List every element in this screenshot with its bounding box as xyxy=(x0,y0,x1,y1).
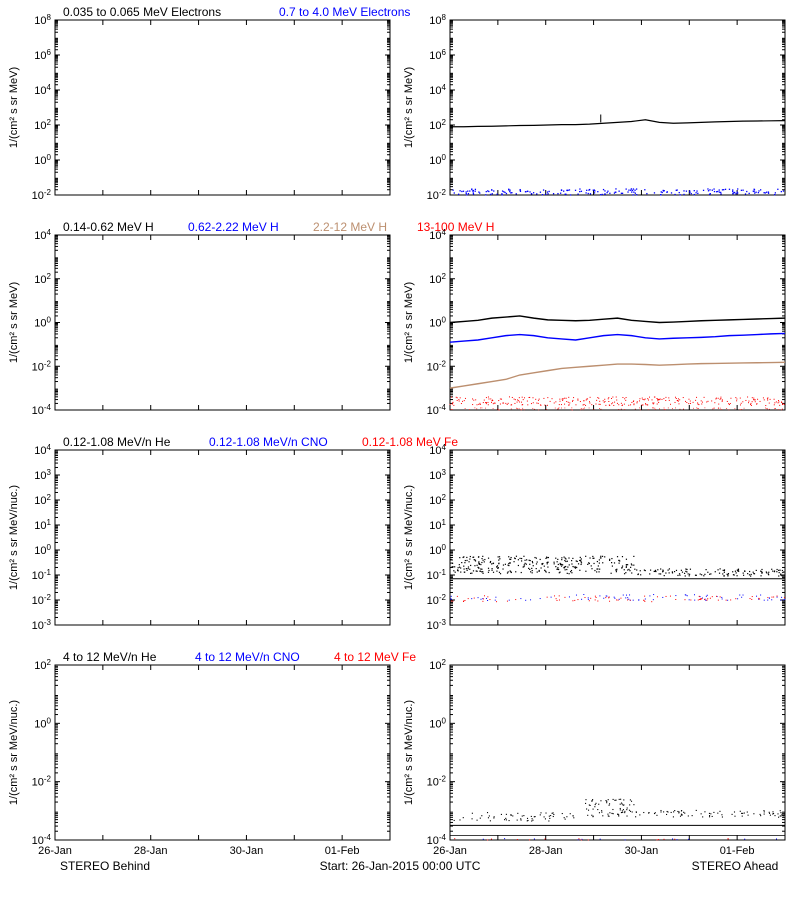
svg-text:106: 106 xyxy=(429,48,446,63)
svg-text:102: 102 xyxy=(429,493,446,508)
legend-label: 2.2-12 MeV H xyxy=(313,220,387,234)
svg-text:102: 102 xyxy=(34,271,51,286)
svg-text:10-1: 10-1 xyxy=(32,568,52,583)
svg-text:104: 104 xyxy=(429,443,446,458)
legend-label: 0.12-1.08 MeV/n CNO xyxy=(209,435,328,449)
plot-svg: 0.035 to 0.065 MeV Electrons 0.7 to 4.0 M… xyxy=(0,0,800,900)
legend-label: 4 to 12 MeV/n CNO xyxy=(195,650,300,664)
svg-text:28-Jan: 28-Jan xyxy=(134,845,168,857)
svg-text:104: 104 xyxy=(429,228,446,243)
svg-text:102: 102 xyxy=(34,493,51,508)
svg-text:101: 101 xyxy=(429,518,446,533)
legend-label: 0.035 to 0.065 MeV Electrons xyxy=(63,5,221,19)
y-axis-label: 1/(cm² s sr MeV/nuc.) xyxy=(8,485,20,590)
svg-text:102: 102 xyxy=(34,658,51,673)
svg-text:10-2: 10-2 xyxy=(32,774,52,789)
svg-text:104: 104 xyxy=(34,228,51,243)
legend-label: 4 to 12 MeV Fe xyxy=(334,650,416,664)
svg-text:103: 103 xyxy=(429,468,446,483)
svg-text:100: 100 xyxy=(429,716,446,731)
y-axis-label: 1/(cm² s sr MeV) xyxy=(403,282,415,363)
footer-center: Start: 26-Jan-2015 00:00 UTC xyxy=(320,859,481,873)
y-axis-label: 1/(cm² s sr MeV) xyxy=(403,67,415,148)
y-axis-label: 1/(cm² s sr MeV/nuc.) xyxy=(403,700,415,805)
svg-text:26-Jan: 26-Jan xyxy=(433,845,467,857)
legend-label: 0.62-2.22 MeV H xyxy=(188,220,279,234)
svg-text:10-2: 10-2 xyxy=(427,359,447,374)
svg-text:104: 104 xyxy=(429,83,446,98)
y-axis-label: 1/(cm² s sr MeV/nuc.) xyxy=(8,700,20,805)
svg-text:103: 103 xyxy=(34,468,51,483)
svg-text:102: 102 xyxy=(429,118,446,133)
svg-text:10-2: 10-2 xyxy=(427,774,447,789)
svg-text:26-Jan: 26-Jan xyxy=(38,845,72,857)
svg-text:01-Feb: 01-Feb xyxy=(720,845,755,857)
svg-text:28-Jan: 28-Jan xyxy=(529,845,563,857)
svg-text:108: 108 xyxy=(34,13,51,28)
legend-label: 0.12-1.08 MeV/n He xyxy=(63,435,171,449)
svg-text:106: 106 xyxy=(34,48,51,63)
svg-text:10-2: 10-2 xyxy=(32,593,52,608)
svg-text:10-2: 10-2 xyxy=(427,593,447,608)
legend-label: 0.7 to 4.0 MeV Electrons xyxy=(279,5,410,19)
svg-text:10-2: 10-2 xyxy=(427,188,447,203)
svg-text:100: 100 xyxy=(429,153,446,168)
svg-text:01-Feb: 01-Feb xyxy=(325,845,360,857)
y-axis-label: 1/(cm² s sr MeV) xyxy=(8,67,20,148)
svg-text:10-4: 10-4 xyxy=(427,403,447,418)
svg-text:101: 101 xyxy=(34,518,51,533)
svg-text:100: 100 xyxy=(429,315,446,330)
svg-text:104: 104 xyxy=(34,443,51,458)
svg-text:100: 100 xyxy=(34,716,51,731)
svg-text:108: 108 xyxy=(429,13,446,28)
svg-text:10-2: 10-2 xyxy=(32,359,52,374)
y-axis-label: 1/(cm² s sr MeV/nuc.) xyxy=(403,485,415,590)
stereo-particle-plot-grid: { "global": { "width": 800, "height": 90… xyxy=(0,0,800,900)
svg-text:100: 100 xyxy=(34,543,51,558)
svg-text:10-1: 10-1 xyxy=(427,568,447,583)
legend-label: 0.14-0.62 MeV H xyxy=(63,220,154,234)
footer-left: STEREO Behind xyxy=(60,859,150,873)
legend-label: 4 to 12 MeV/n He xyxy=(63,650,157,664)
svg-text:10-3: 10-3 xyxy=(32,618,52,633)
svg-text:102: 102 xyxy=(34,118,51,133)
svg-text:10-2: 10-2 xyxy=(32,188,52,203)
svg-text:30-Jan: 30-Jan xyxy=(625,845,659,857)
svg-text:100: 100 xyxy=(429,543,446,558)
y-axis-label: 1/(cm² s sr MeV) xyxy=(8,282,20,363)
svg-text:102: 102 xyxy=(429,658,446,673)
svg-text:10-3: 10-3 xyxy=(427,618,447,633)
svg-text:100: 100 xyxy=(34,153,51,168)
svg-text:104: 104 xyxy=(34,83,51,98)
svg-text:30-Jan: 30-Jan xyxy=(230,845,264,857)
svg-text:10-4: 10-4 xyxy=(32,403,52,418)
svg-text:102: 102 xyxy=(429,271,446,286)
footer-right: STEREO Ahead xyxy=(692,859,779,873)
svg-text:100: 100 xyxy=(34,315,51,330)
